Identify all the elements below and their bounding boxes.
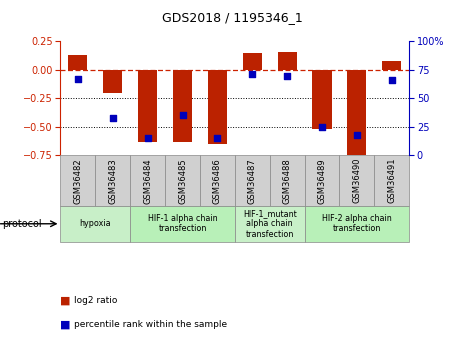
Bar (130, 155, 165, 206)
Text: GSM36487: GSM36487 (248, 158, 257, 204)
Bar (103, 70, 122, 93)
Point (74, 76, 82, 82)
Bar (138, 70, 157, 142)
Text: GSM36489: GSM36489 (318, 158, 326, 204)
Bar (165, 155, 200, 206)
Text: GSM36485: GSM36485 (178, 158, 187, 204)
Text: GSM36486: GSM36486 (213, 158, 222, 204)
Bar (68, 55, 87, 70)
Point (214, 136, 221, 141)
Point (388, 77, 395, 83)
Text: percentile rank within the sample: percentile rank within the sample (74, 320, 227, 329)
Text: GSM36483: GSM36483 (108, 158, 117, 204)
Bar (270, 155, 305, 206)
Point (144, 136, 152, 141)
Point (248, 72, 256, 77)
Text: GSM36482: GSM36482 (73, 158, 82, 204)
Point (318, 124, 325, 130)
Point (283, 73, 291, 78)
Bar (347, 70, 366, 164)
Bar (130, 206, 235, 242)
Text: protocol: protocol (2, 219, 42, 229)
Bar (173, 70, 192, 142)
Text: HIF-1 alpha chain
transfection: HIF-1 alpha chain transfection (148, 214, 217, 234)
Text: HIF-2 alpha chain
transfection: HIF-2 alpha chain transfection (322, 214, 392, 234)
Text: GSM36488: GSM36488 (283, 158, 292, 204)
Bar (200, 155, 235, 206)
Text: GSM36491: GSM36491 (387, 158, 396, 204)
Bar (235, 155, 270, 206)
Text: ■: ■ (60, 319, 71, 329)
Bar (95, 155, 130, 206)
Text: log2 ratio: log2 ratio (74, 296, 118, 305)
Text: GSM36490: GSM36490 (352, 158, 361, 204)
Text: GDS2018 / 1195346_1: GDS2018 / 1195346_1 (162, 11, 303, 24)
Bar (208, 70, 227, 144)
Bar (60, 206, 130, 242)
Bar (305, 206, 409, 242)
Text: ■: ■ (60, 295, 71, 305)
Point (109, 115, 116, 120)
Bar (235, 206, 305, 242)
Point (353, 132, 361, 138)
Bar (60, 155, 95, 206)
Bar (339, 155, 374, 206)
Text: hypoxia: hypoxia (80, 219, 111, 228)
Text: HIF-1_mutant
alpha chain
transfection: HIF-1_mutant alpha chain transfection (243, 209, 297, 239)
Bar (305, 155, 339, 206)
Bar (243, 53, 262, 70)
Bar (374, 155, 409, 206)
Bar (278, 52, 297, 70)
Bar (312, 70, 332, 129)
Text: GSM36484: GSM36484 (143, 158, 152, 204)
Bar (382, 61, 401, 70)
Point (179, 113, 186, 118)
